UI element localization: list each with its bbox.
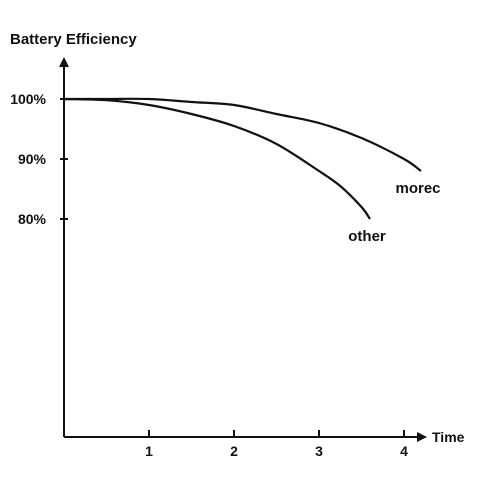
chart-title: Battery Efficiency bbox=[10, 31, 137, 48]
series-labels: morec other bbox=[348, 180, 440, 245]
x-tick-label: 4 bbox=[400, 443, 408, 459]
x-axis-label: Time bbox=[432, 429, 465, 445]
series-line-other bbox=[63, 97, 371, 220]
x-tick-label: 1 bbox=[145, 443, 153, 459]
series-label-other: other bbox=[348, 228, 386, 245]
y-tick-label: 100% bbox=[10, 91, 46, 107]
y-ticks: 80% 90% 100% bbox=[10, 91, 68, 227]
x-tick-label: 2 bbox=[230, 443, 238, 459]
series-lines bbox=[63, 97, 422, 220]
x-tick-label: 3 bbox=[315, 443, 323, 459]
series-line-morec bbox=[63, 97, 422, 172]
series-label-morec: morec bbox=[395, 180, 440, 197]
y-tick-label: 80% bbox=[18, 211, 47, 227]
x-ticks: 1 2 3 4 bbox=[145, 430, 408, 459]
y-tick-label: 90% bbox=[18, 151, 47, 167]
